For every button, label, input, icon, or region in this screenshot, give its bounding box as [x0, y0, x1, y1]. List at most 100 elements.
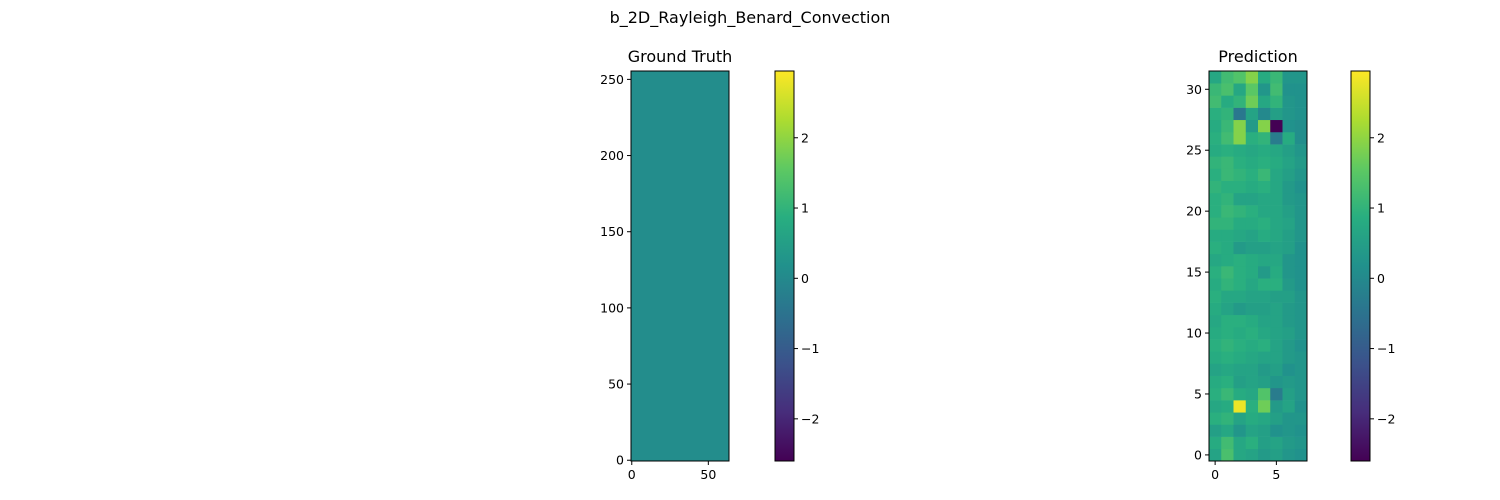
- prediction-cell: [1258, 205, 1271, 218]
- prediction-cell: [1294, 119, 1308, 133]
- prediction-cell: [1270, 387, 1283, 401]
- prediction-cell: [1233, 266, 1247, 279]
- prediction-cell: [1294, 71, 1308, 84]
- prediction-cell: [1258, 144, 1271, 157]
- prediction-cell: [1245, 387, 1259, 401]
- prediction-cell: [1258, 95, 1271, 108]
- prediction-cell: [1294, 217, 1308, 230]
- prediction-cell: [1270, 229, 1283, 242]
- prediction-cell: [1294, 241, 1308, 255]
- prediction-cell: [1258, 253, 1271, 267]
- prediction-cell: [1221, 375, 1234, 389]
- prediction-cell: [1209, 412, 1222, 425]
- prediction-cell: [1209, 217, 1222, 230]
- prediction-cell: [1282, 266, 1296, 279]
- prediction-cell: [1245, 302, 1259, 316]
- prediction-cell: [1270, 144, 1283, 157]
- prediction-cell: [1221, 180, 1234, 194]
- prediction-cell: [1209, 351, 1222, 364]
- prediction-cell: [1209, 229, 1222, 242]
- prediction-cell: [1258, 107, 1271, 121]
- prediction-cell: [1245, 424, 1259, 437]
- prediction-cell: [1294, 424, 1308, 437]
- prediction-cell: [1245, 180, 1259, 194]
- prediction-cell: [1221, 351, 1234, 364]
- prediction-cell: [1221, 205, 1234, 218]
- prediction-cell: [1282, 278, 1296, 291]
- prediction-cell: [1221, 412, 1234, 425]
- ground-truth-title: Ground Truth: [628, 47, 733, 66]
- prediction-cell: [1245, 436, 1259, 450]
- prediction-cell: [1245, 192, 1259, 206]
- prediction-cell: [1282, 400, 1296, 413]
- prediction-cell: [1233, 339, 1247, 352]
- ground-truth-x-tick-label: 50: [700, 467, 716, 482]
- prediction-cell: [1258, 351, 1271, 364]
- prediction-cell: [1270, 363, 1283, 376]
- prediction-cell: [1245, 326, 1259, 340]
- prediction-cell: [1233, 400, 1247, 413]
- prediction-cell: [1282, 119, 1296, 133]
- prediction-cell: [1282, 131, 1296, 145]
- prediction-cell: [1245, 339, 1259, 352]
- prediction-cell: [1282, 83, 1296, 96]
- prediction-cell: [1233, 229, 1247, 242]
- prediction-cell: [1294, 107, 1308, 121]
- prediction-cell: [1233, 412, 1247, 425]
- prediction-cell: [1221, 326, 1234, 340]
- prediction-cell: [1258, 192, 1271, 206]
- prediction-cell: [1270, 436, 1283, 450]
- prediction-cell: [1221, 131, 1234, 145]
- prediction-cell: [1245, 83, 1259, 96]
- prediction-cell: [1294, 326, 1308, 340]
- prediction-cell: [1270, 351, 1283, 364]
- prediction-cell: [1209, 253, 1222, 267]
- prediction-cell: [1209, 168, 1222, 181]
- ground-truth-colorbar-ticks: −2 −1 0 1 2: [794, 130, 819, 426]
- prediction-cell: [1258, 387, 1271, 401]
- prediction-cell: [1233, 156, 1247, 169]
- prediction-y-tick-label: 5: [1194, 386, 1202, 401]
- prediction-cell: [1258, 314, 1271, 328]
- prediction-cell: [1245, 156, 1259, 169]
- prediction-cell: [1221, 253, 1234, 267]
- prediction-cell: [1233, 253, 1247, 267]
- ground-truth-y-tick-label: 50: [608, 377, 624, 392]
- prediction-cell: [1245, 71, 1259, 84]
- prediction-cell: [1282, 448, 1296, 462]
- prediction-colorbar-gradient: [1351, 71, 1370, 461]
- prediction-cell: [1270, 448, 1283, 462]
- prediction-cell: [1270, 180, 1283, 194]
- prediction-cell: [1282, 339, 1296, 352]
- prediction-cell: [1233, 107, 1247, 121]
- prediction-cell: [1245, 217, 1259, 230]
- prediction-cell: [1294, 302, 1308, 316]
- prediction-cell: [1258, 400, 1271, 413]
- prediction-cell: [1221, 448, 1234, 462]
- prediction-cell: [1209, 144, 1222, 157]
- prediction-cell: [1270, 278, 1283, 291]
- prediction-cell: [1209, 107, 1222, 121]
- prediction-cell: [1294, 400, 1308, 413]
- prediction-cell: [1209, 119, 1222, 133]
- prediction-cell: [1270, 241, 1283, 255]
- prediction-cell: [1233, 95, 1247, 108]
- prediction-colorbar-frame: [1350, 70, 1371, 462]
- prediction-cell: [1209, 436, 1222, 450]
- ground-truth-y-tick-label: 0: [616, 453, 624, 468]
- prediction-cell: [1209, 375, 1222, 389]
- prediction-cell: [1233, 290, 1247, 303]
- prediction-cell: [1294, 83, 1308, 96]
- prediction-cell: [1282, 326, 1296, 340]
- prediction-y-tick-label: 25: [1186, 143, 1202, 158]
- prediction-cell: [1245, 205, 1259, 218]
- prediction-cell: [1221, 302, 1234, 316]
- ground-truth-colorbar: −2 −1 0 1 2: [774, 70, 819, 462]
- prediction-cell: [1270, 131, 1283, 145]
- prediction-cell: [1233, 71, 1247, 84]
- prediction-cell: [1270, 314, 1283, 328]
- prediction-cell: [1233, 192, 1247, 206]
- prediction-cell: [1270, 83, 1283, 96]
- prediction-cell: [1233, 241, 1247, 255]
